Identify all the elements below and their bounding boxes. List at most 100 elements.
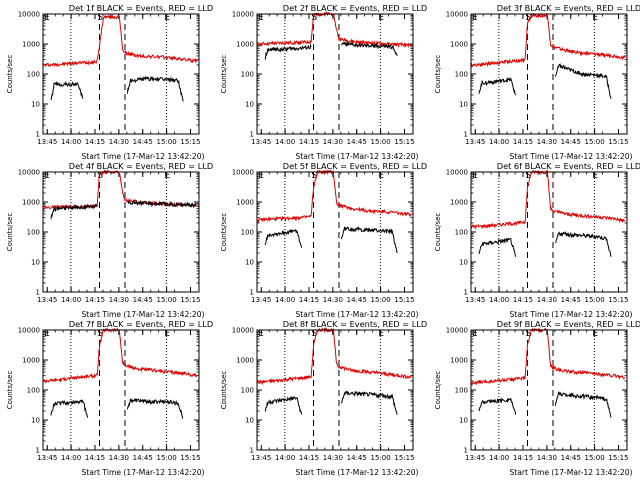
- panel-title: Det 5f BLACK = Events, RED = LLD: [283, 161, 427, 171]
- left-marker: E: [258, 13, 264, 23]
- x-tick-label: 14:45: [133, 296, 153, 304]
- y-tick-label: 1000: [236, 357, 254, 365]
- x-tick-label: 14:15: [513, 296, 533, 304]
- plot-frame: [42, 13, 200, 135]
- y-tick-label: 10000: [18, 327, 40, 335]
- x-axis-label: Start Time (17-Mar-12 13:42:20): [509, 152, 632, 161]
- x-tick-label: 14:30: [109, 296, 129, 304]
- left-marker: E: [258, 329, 264, 339]
- x-tick-label: 14:30: [537, 296, 557, 304]
- panel-title: Det 4f BLACK = Events, RED = LLD: [69, 161, 213, 171]
- y-tick-label: 1: [250, 131, 254, 139]
- x-tick-label: 14:00: [61, 454, 81, 462]
- end-marker: E: [592, 329, 598, 339]
- y-tick-label: 100: [27, 229, 40, 237]
- y-axis-label: Counts/sec: [6, 55, 14, 94]
- events-series-line: [264, 395, 303, 415]
- events-series-line: [554, 391, 612, 418]
- y-tick-label: 10000: [232, 169, 254, 177]
- y-tick-label: 100: [27, 71, 40, 79]
- y-tick-label: 1000: [450, 357, 468, 365]
- left-marker: E: [472, 171, 478, 181]
- plot-frame: [256, 329, 414, 451]
- lld-series-line: [256, 11, 412, 49]
- y-tick-label: 1: [36, 447, 40, 455]
- y-axis-label: Counts/sec: [220, 213, 228, 252]
- plot-frame: [470, 13, 628, 135]
- y-axis-label: Counts/sec: [6, 213, 14, 252]
- x-tick-label: 15:00: [585, 454, 605, 462]
- y-tick-label: 1: [464, 131, 468, 139]
- x-tick-label: 14:00: [489, 296, 509, 304]
- start-marker: S: [98, 171, 104, 181]
- start-marker: S: [526, 171, 532, 181]
- x-tick-label: 13:45: [37, 296, 57, 304]
- x-tick-label: 15:00: [157, 138, 177, 146]
- start-marker: S: [312, 329, 318, 339]
- x-axis-label: Start Time (17-Mar-12 13:42:20): [509, 468, 632, 477]
- events-series-line: [50, 203, 98, 220]
- y-tick-label: 100: [241, 229, 254, 237]
- x-tick-label: 14:00: [489, 138, 509, 146]
- panel-det-7: Det 7f BLACK = Events, RED = LLD Counts/s…: [6, 319, 213, 477]
- x-tick-label: 14:45: [347, 296, 367, 304]
- y-tick-label: 1000: [22, 357, 40, 365]
- x-tick-label: 15:00: [371, 296, 391, 304]
- x-tick-label: 14:45: [561, 138, 581, 146]
- y-tick-label: 10: [31, 417, 40, 425]
- x-tick-label: 14:15: [513, 454, 533, 462]
- x-tick-label: 15:00: [585, 296, 605, 304]
- x-tick-label: 15:15: [180, 454, 200, 462]
- left-marker: E: [258, 171, 264, 181]
- events-series-line: [478, 76, 517, 96]
- panel-det-3: Det 3f BLACK = Events, RED = LLD Counts/s…: [434, 3, 640, 161]
- y-tick-label: 100: [241, 387, 254, 395]
- end-marker: E: [164, 171, 170, 181]
- plot-frame: [470, 329, 628, 451]
- y-tick-label: 10: [459, 101, 468, 109]
- x-tick-label: 13:45: [465, 296, 485, 304]
- start-marker: S: [312, 13, 318, 23]
- y-tick-label: 10: [245, 101, 254, 109]
- x-tick-label: 14:15: [85, 296, 105, 304]
- end-marker: E: [378, 329, 384, 339]
- x-tick-label: 14:45: [133, 138, 153, 146]
- x-tick-label: 13:45: [37, 138, 57, 146]
- y-tick-label: 10: [245, 259, 254, 267]
- x-tick-label: 14:00: [275, 454, 295, 462]
- panel-det-9: Det 9f BLACK = Events, RED = LLD Counts/s…: [434, 319, 640, 477]
- x-tick-label: 15:15: [394, 138, 414, 146]
- y-tick-label: 1: [36, 289, 40, 297]
- x-tick-label: 14:15: [299, 296, 319, 304]
- x-tick-label: 14:30: [109, 454, 129, 462]
- y-axis-label: Counts/sec: [434, 213, 442, 252]
- x-tick-label: 14:15: [299, 138, 319, 146]
- y-tick-label: 1: [464, 447, 468, 455]
- lld-series-line: [470, 327, 626, 387]
- x-tick-label: 14:15: [299, 454, 319, 462]
- x-axis-label: Start Time (17-Mar-12 13:42:20): [81, 152, 204, 161]
- y-tick-label: 1000: [236, 41, 254, 49]
- y-tick-label: 10: [459, 417, 468, 425]
- x-tick-label: 14:15: [513, 138, 533, 146]
- x-tick-label: 13:45: [465, 138, 485, 146]
- x-axis-label: Start Time (17-Mar-12 13:42:20): [295, 310, 418, 319]
- x-axis-label: Start Time (17-Mar-12 13:42:20): [81, 310, 204, 319]
- start-marker: S: [98, 13, 104, 23]
- x-tick-label: 14:30: [323, 296, 343, 304]
- y-tick-label: 100: [455, 229, 468, 237]
- x-tick-label: 14:15: [85, 138, 105, 146]
- events-series-line: [50, 80, 84, 101]
- start-marker: S: [526, 329, 532, 339]
- y-tick-label: 1000: [22, 199, 40, 207]
- x-tick-label: 14:15: [85, 454, 105, 462]
- x-tick-label: 15:15: [394, 454, 414, 462]
- events-series-line: [50, 399, 89, 418]
- panel-title: Det 8f BLACK = Events, RED = LLD: [283, 319, 427, 329]
- x-tick-label: 14:45: [347, 454, 367, 462]
- events-series-line: [127, 199, 197, 209]
- y-tick-label: 100: [455, 387, 468, 395]
- x-tick-label: 15:00: [157, 454, 177, 462]
- x-tick-label: 13:45: [251, 138, 271, 146]
- y-tick-label: 10000: [446, 11, 468, 19]
